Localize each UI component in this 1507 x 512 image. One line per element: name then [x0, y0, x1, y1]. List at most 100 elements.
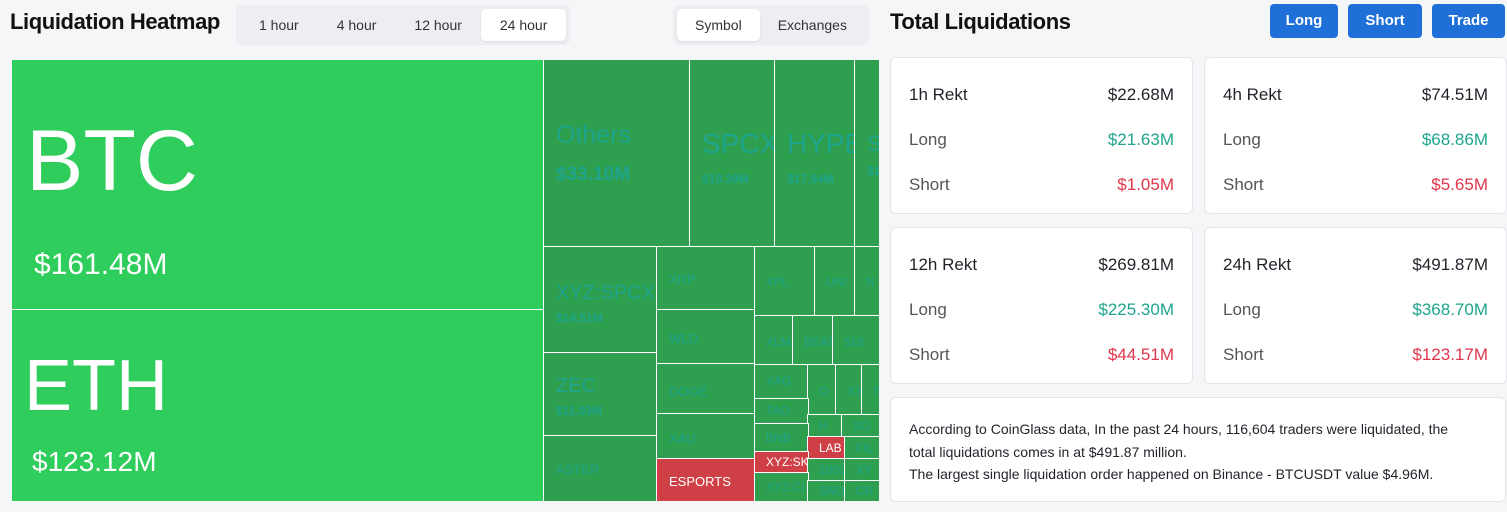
tab-symbol[interactable]: Symbol	[677, 9, 760, 41]
treemap-tile[interactable]: H	[807, 414, 843, 438]
tab-24-hour[interactable]: 24 hour	[480, 9, 567, 41]
treemap-tile[interactable]: ETH $123.12M	[12, 309, 545, 501]
tile-value: $14.51M	[556, 311, 603, 325]
short-value: $123.17M	[1412, 345, 1488, 364]
rekt-card-24h: 24h Rekt $491.87M Long $368.70M Short $123.…	[1204, 227, 1507, 384]
tile-symbol: SO	[853, 419, 871, 433]
tile-symbol: Others	[556, 121, 632, 149]
tile-value: $1	[867, 164, 879, 178]
long-label: Long	[1223, 300, 1261, 319]
treemap-tile[interactable]: XYZ:CL	[754, 472, 809, 501]
tile-symbol: BNB	[766, 431, 791, 445]
long-value: $68.86M	[1421, 130, 1488, 149]
liquidation-summary: According to CoinGlass data, In the past…	[890, 397, 1506, 502]
treemap-tile[interactable]: XY	[835, 364, 863, 416]
tile-symbol: TAO	[766, 404, 790, 418]
treemap-tile[interactable]: DOGE	[656, 363, 756, 415]
short-label: Short	[1223, 345, 1264, 364]
treemap-tile[interactable]: BNB	[754, 423, 809, 453]
tile-value: $33.10M	[556, 164, 630, 185]
treemap-tile[interactable]: XYZ:SK	[754, 451, 809, 474]
short-button[interactable]: Short	[1348, 4, 1422, 38]
tile-symbol: ETH	[24, 346, 168, 426]
long-label: Long	[1223, 130, 1261, 149]
treemap-tile[interactable]: XYZ:SPCX $14.51M	[543, 246, 658, 354]
treemap-tile[interactable]: BTC $161.48M	[12, 60, 545, 311]
tab-12-hour[interactable]: 12 hour	[414, 17, 462, 33]
treemap-tile[interactable]: LAB	[807, 436, 846, 460]
long-value: $21.63M	[1107, 130, 1174, 149]
tile-symbol: 1000	[819, 463, 845, 477]
group-by-selector: Symbol Exchanges	[673, 5, 869, 45]
tile-symbol: XY	[847, 384, 862, 398]
short-value: $1.05M	[1117, 175, 1174, 194]
long-label: Long	[909, 130, 947, 149]
tile-symbol: XPL	[766, 275, 789, 289]
treemap-tile[interactable]: HYPE $17.94M	[774, 60, 856, 248]
treemap-tile[interactable]: XLM	[754, 315, 794, 366]
treemap-tile[interactable]: N	[854, 246, 879, 317]
time-range-selector: 1 hour 4 hour 12 hour 24 hour	[236, 5, 571, 45]
card-total: $22.68M	[1107, 85, 1174, 104]
tile-symbol: O	[819, 384, 829, 398]
treemap-tile[interactable]: XPL	[754, 246, 816, 317]
rekt-card-12h: 12h Rekt $269.81M Long $225.30M Short $44.5…	[890, 227, 1193, 384]
card-label: 1h Rekt	[909, 85, 968, 104]
treemap-tile[interactable]: WLD	[656, 309, 756, 365]
tile-value: $19.39M	[702, 172, 749, 186]
treemap-tile[interactable]: Others $33.10M	[543, 60, 691, 248]
treemap-tile[interactable]: SPCX $19.39M	[689, 60, 776, 248]
tile-symbol: XYZ:SK	[766, 455, 808, 469]
treemap-tile[interactable]: SO	[841, 414, 879, 438]
tile-symbol: S	[873, 384, 879, 398]
tile-symbol: DOGE	[669, 384, 708, 399]
treemap-tile[interactable]: ESPORTS	[656, 458, 756, 501]
treemap-tile[interactable]: SUI	[832, 315, 879, 366]
treemap-tile[interactable]: XAG	[754, 364, 809, 400]
card-label: 12h Rekt	[909, 255, 978, 274]
tile-symbol: LAB	[819, 441, 842, 455]
treemap-tile[interactable]: 1000	[807, 458, 846, 482]
tile-value: $161.48M	[34, 248, 168, 281]
summary-line: total liquidations comes in at $491.87 m…	[909, 443, 1187, 460]
treemap-tile[interactable]: XRP	[656, 246, 756, 311]
tile-symbol: XY	[856, 463, 873, 477]
tile-value: $11.03M	[556, 404, 603, 418]
tile-symbol: H	[819, 419, 828, 433]
trade-button[interactable]: Trade	[1432, 4, 1505, 38]
summary-line: The largest single liquidation order hap…	[909, 466, 1434, 482]
short-value: $44.51M	[1107, 345, 1174, 364]
tile-symbol: S	[867, 131, 879, 156]
tab-1-hour[interactable]: 1 hour	[259, 17, 299, 33]
treemap-tile[interactable]: TAO	[754, 398, 809, 425]
tab-4-hour[interactable]: 4 hour	[336, 17, 377, 33]
tile-symbol: XRP	[669, 272, 696, 287]
tile-symbol: ESPORTS	[669, 474, 731, 489]
treemap-tile[interactable]: O	[807, 364, 837, 416]
tile-symbol: UNI	[826, 275, 847, 289]
treemap-tile[interactable]: UNI	[814, 246, 856, 317]
tile-symbol: ASTER	[556, 462, 600, 477]
card-label: 4h Rekt	[1223, 85, 1282, 104]
short-label: Short	[909, 175, 950, 194]
treemap-tile[interactable]: FIL	[844, 436, 879, 460]
tile-symbol: FIL	[856, 441, 874, 455]
card-label: 24h Rekt	[1223, 255, 1292, 274]
treemap-tile[interactable]: S $1	[854, 60, 879, 248]
total-liquidations-title: Total Liquidations	[890, 9, 1071, 34]
treemap-tile[interactable]: SND	[807, 480, 846, 501]
treemap-tile[interactable]: CR	[844, 480, 879, 501]
tile-symbol: ZEC	[556, 375, 596, 397]
treemap-tile[interactable]: ASTER	[543, 435, 658, 501]
treemap-tile[interactable]: BEAT	[792, 315, 834, 366]
long-button[interactable]: Long	[1270, 4, 1338, 38]
tile-symbol: SPCX	[702, 128, 775, 159]
tab-exchanges[interactable]: Exchanges	[777, 17, 847, 33]
treemap-tile[interactable]: XY	[844, 458, 879, 482]
treemap-tile[interactable]: ZEC $11.03M	[543, 352, 658, 437]
treemap-tile[interactable]: XAU	[656, 413, 756, 460]
tile-symbol: XAG	[766, 374, 792, 388]
treemap-tile[interactable]: S	[861, 364, 879, 416]
rekt-card-1h: 1h Rekt $22.68M Long $21.63M Short $1.05M	[890, 57, 1193, 214]
